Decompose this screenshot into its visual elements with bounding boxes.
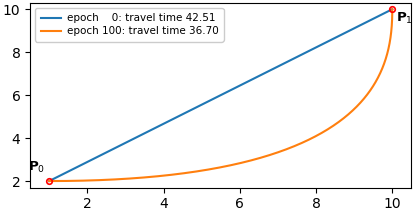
Line: epoch 100: travel time 36.70: epoch 100: travel time 36.70 xyxy=(49,9,392,181)
epoch    0: travel time 42.51: (5.87, 6.33): travel time 42.51: (5.87, 6.33) xyxy=(232,87,237,89)
epoch 100: travel time 36.70: (8.55, 4.69): travel time 36.70: (8.55, 4.69) xyxy=(334,122,339,125)
Line: epoch    0: travel time 42.51: epoch 0: travel time 42.51 xyxy=(49,9,392,181)
epoch    0: travel time 42.51: (5.27, 5.8): travel time 42.51: (5.27, 5.8) xyxy=(210,98,215,101)
epoch 100: travel time 36.70: (10, 9.78): travel time 36.70: (10, 9.78) xyxy=(390,13,395,15)
epoch    0: travel time 42.51: (6.36, 6.76): travel time 42.51: (6.36, 6.76) xyxy=(251,77,256,80)
epoch    0: travel time 42.51: (1, 2): travel time 42.51: (1, 2) xyxy=(47,180,52,182)
epoch 100: travel time 36.70: (9.26, 5.84): travel time 36.70: (9.26, 5.84) xyxy=(362,97,367,100)
epoch    0: travel time 42.51: (8.38, 8.56): travel time 42.51: (8.38, 8.56) xyxy=(328,39,333,42)
epoch    0: travel time 42.51: (10, 10): travel time 42.51: (10, 10) xyxy=(390,8,395,10)
epoch 100: travel time 36.70: (8.96, 5.28): travel time 36.70: (8.96, 5.28) xyxy=(350,109,355,112)
Text: $\mathbf{P}_0$: $\mathbf{P}_0$ xyxy=(28,159,45,175)
epoch 100: travel time 36.70: (1, 2): travel time 36.70: (1, 2) xyxy=(47,180,52,182)
epoch    0: travel time 42.51: (5.33, 5.85): travel time 42.51: (5.33, 5.85) xyxy=(212,97,217,100)
Text: $\mathbf{P}_1$: $\mathbf{P}_1$ xyxy=(396,11,413,27)
epoch 100: travel time 36.70: (10, 10): travel time 36.70: (10, 10) xyxy=(390,8,395,10)
Legend: epoch    0: travel time 42.51, epoch 100: travel time 36.70: epoch 0: travel time 42.51, epoch 100: t… xyxy=(36,8,224,42)
epoch 100: travel time 36.70: (8.5, 4.63): travel time 36.70: (8.5, 4.63) xyxy=(333,123,338,126)
epoch    0: travel time 42.51: (9.78, 9.81): travel time 42.51: (9.78, 9.81) xyxy=(382,12,387,15)
epoch 100: travel time 36.70: (9.91, 8.22): travel time 36.70: (9.91, 8.22) xyxy=(386,46,391,49)
